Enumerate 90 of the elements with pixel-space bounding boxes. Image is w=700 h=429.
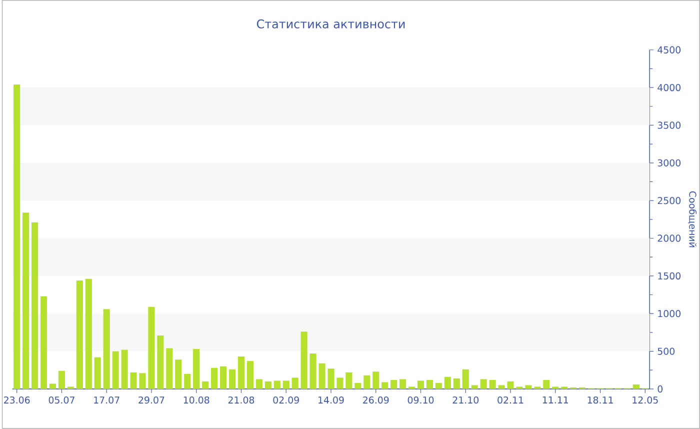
bar [489,380,496,390]
bar [148,306,155,390]
bar [543,380,550,390]
bar [525,385,532,390]
y-tick-label: 1500 [658,272,681,280]
bar [22,212,30,390]
bar [507,381,514,390]
y-axis-title: Сообщений [688,191,697,248]
bar [67,386,74,390]
bar [300,332,308,390]
x-tick-label: 05.07 [48,396,74,404]
bar [246,361,254,390]
bar [49,384,56,390]
y-tick-label: 3500 [658,122,681,129]
x-tick-label: 02.09 [273,396,299,404]
bar [632,384,640,390]
chart-title: Статистика активности [256,19,405,29]
bar [400,379,406,390]
bar [112,351,119,390]
bar [552,386,559,390]
bar [238,356,245,390]
bar [435,383,442,390]
bar [58,370,65,390]
bar [14,84,20,390]
bar [103,309,110,390]
bar [31,222,38,390]
bar [274,380,280,390]
bar [453,378,460,390]
bar [336,378,344,390]
x-tick-label: 14.09 [318,396,344,404]
x-tick-label: 12.05 [632,396,658,404]
bar [534,386,541,390]
x-tick-label: 02.11 [498,396,524,404]
bar [462,369,469,390]
y-tick-label: 2500 [658,197,681,204]
x-tick-label: 26.09 [363,396,389,404]
bar [184,374,191,390]
bar [193,349,200,390]
y-tick-label: 500 [658,348,675,355]
bar [282,380,290,390]
x-tick-label: 21.08 [228,396,254,404]
bar [202,381,209,390]
x-tick-label: 10.08 [184,396,210,404]
bar [76,280,83,390]
bar [390,380,398,390]
bar [211,368,218,390]
y-tick-label: 3000 [658,159,681,167]
bar [408,386,416,390]
bar [480,379,487,390]
y-tick-label: 0 [658,385,663,393]
bar [354,383,362,390]
bar [516,386,523,390]
x-tick-label: 21.10 [452,396,478,404]
y-tick-label: 4000 [658,84,681,92]
bar [444,376,451,390]
y-tick-label: 4500 [658,46,681,54]
bar [382,382,388,390]
bar [139,373,146,390]
bar [417,380,424,390]
x-tick-label: 23.06 [4,396,30,404]
bar [372,372,380,390]
bar [256,379,262,390]
x-tick-label: 18.11 [588,396,613,404]
bar [364,375,370,390]
bar [346,372,352,390]
x-tick-label: 29.07 [138,396,164,404]
bar [121,350,128,390]
x-tick-label: 09.10 [408,396,434,404]
y-tick-label: 2000 [658,234,681,242]
bar [157,336,164,390]
bar [94,357,101,390]
bar [310,354,316,390]
bar [328,368,334,390]
bar [498,385,505,390]
bar [264,381,272,390]
bar [220,366,227,390]
bar [85,279,92,390]
bar [228,369,236,390]
bar [130,372,137,390]
x-tick-label: 17.07 [94,396,120,404]
bar [426,380,434,390]
bar [166,348,173,390]
bar [40,296,48,390]
bar [471,385,478,390]
x-tick-label: 11.11 [542,396,568,404]
bar [175,360,182,390]
bar [292,378,298,390]
bar [561,386,568,390]
bar [318,363,326,390]
y-tick-label: 1000 [658,310,681,318]
